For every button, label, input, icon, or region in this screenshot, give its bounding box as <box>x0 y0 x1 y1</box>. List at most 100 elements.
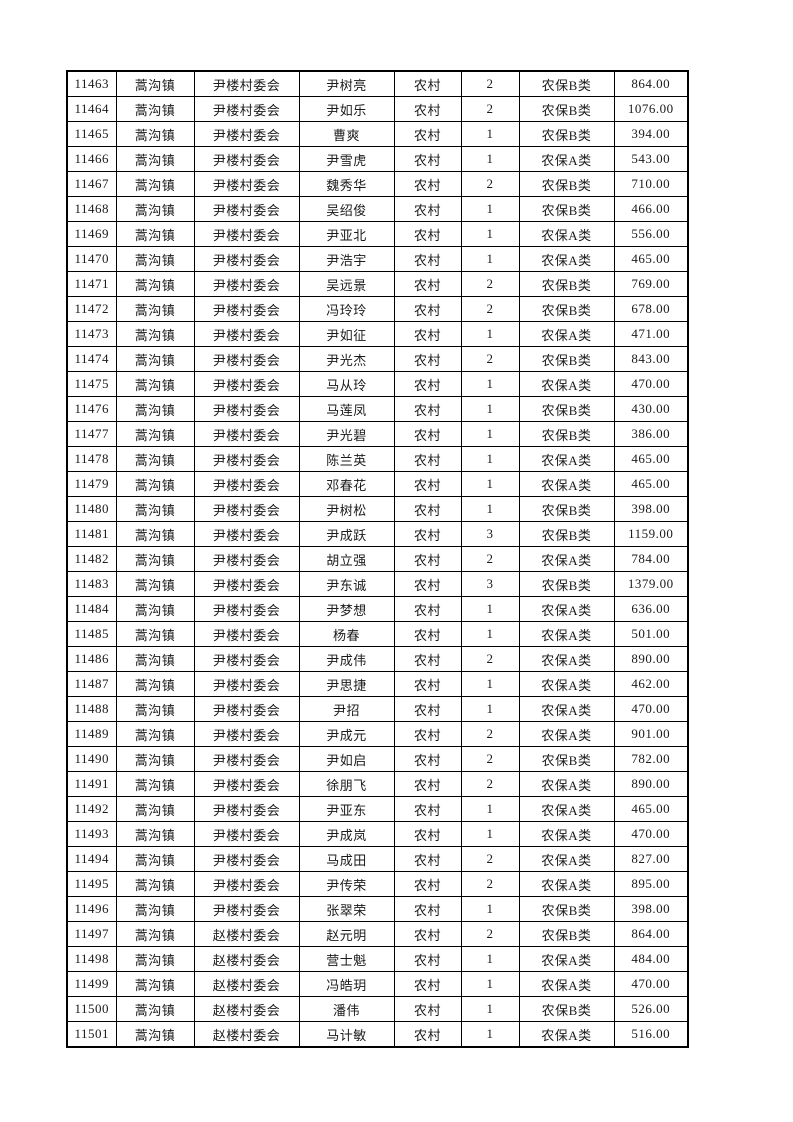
cell-insurance-category: 农保A类 <box>518 246 615 272</box>
cell-person-name: 尹光杰 <box>298 346 395 372</box>
table-row: 11482 蒿沟镇 尹楼村委会 胡立强 农村 2 农保A类 784.00 <box>66 546 689 572</box>
cell-amount: 398.00 <box>613 496 689 522</box>
cell-member-count: 1 <box>460 146 520 172</box>
cell-member-count: 1 <box>460 221 520 247</box>
table-row: 11479 蒿沟镇 尹楼村委会 邓春花 农村 1 农保A类 465.00 <box>66 471 689 497</box>
cell-serial-number: 11494 <box>66 846 117 872</box>
cell-amount: 462.00 <box>613 671 689 697</box>
cell-serial-number: 11466 <box>66 146 117 172</box>
cell-insurance-category: 农保B类 <box>518 396 615 422</box>
cell-person-name: 赵元明 <box>298 921 395 947</box>
cell-insurance-category: 农保A类 <box>518 621 615 647</box>
cell-town: 蒿沟镇 <box>115 171 195 197</box>
cell-serial-number: 11478 <box>66 446 117 472</box>
cell-member-count: 1 <box>460 421 520 447</box>
table-row: 11494 蒿沟镇 尹楼村委会 马成田 农村 2 农保A类 827.00 <box>66 846 689 872</box>
table-row: 11469 蒿沟镇 尹楼村委会 尹亚北 农村 1 农保A类 556.00 <box>66 221 689 247</box>
cell-person-name: 尹成跃 <box>298 521 395 547</box>
cell-village-committee: 尹楼村委会 <box>193 596 300 622</box>
cell-town: 蒿沟镇 <box>115 121 195 147</box>
cell-insurance-category: 农保A类 <box>518 371 615 397</box>
cell-person-name: 尹浩宇 <box>298 246 395 272</box>
cell-amount: 465.00 <box>613 446 689 472</box>
cell-residence-type: 农村 <box>393 896 462 922</box>
table-row: 11495 蒿沟镇 尹楼村委会 尹传荣 农村 2 农保A类 895.00 <box>66 871 689 897</box>
cell-village-committee: 尹楼村委会 <box>193 96 300 122</box>
cell-residence-type: 农村 <box>393 421 462 447</box>
cell-town: 蒿沟镇 <box>115 70 195 97</box>
cell-residence-type: 农村 <box>393 396 462 422</box>
cell-town: 蒿沟镇 <box>115 396 195 422</box>
table-row: 11472 蒿沟镇 尹楼村委会 冯玲玲 农村 2 农保B类 678.00 <box>66 296 689 322</box>
cell-town: 蒿沟镇 <box>115 96 195 122</box>
cell-member-count: 2 <box>460 546 520 572</box>
table-row: 11489 蒿沟镇 尹楼村委会 尹成元 农村 2 农保A类 901.00 <box>66 721 689 747</box>
cell-person-name: 尹成岚 <box>298 821 395 847</box>
cell-village-committee: 尹楼村委会 <box>193 621 300 647</box>
cell-town: 蒿沟镇 <box>115 346 195 372</box>
cell-residence-type: 农村 <box>393 571 462 597</box>
cell-residence-type: 农村 <box>393 646 462 672</box>
cell-insurance-category: 农保A类 <box>518 546 615 572</box>
cell-serial-number: 11467 <box>66 171 117 197</box>
cell-village-committee: 尹楼村委会 <box>193 346 300 372</box>
cell-member-count: 2 <box>460 921 520 947</box>
cell-serial-number: 11475 <box>66 371 117 397</box>
cell-member-count: 1 <box>460 671 520 697</box>
cell-residence-type: 农村 <box>393 546 462 572</box>
cell-amount: 398.00 <box>613 896 689 922</box>
cell-insurance-category: 农保B类 <box>518 171 615 197</box>
cell-residence-type: 农村 <box>393 171 462 197</box>
cell-member-count: 2 <box>460 70 520 97</box>
cell-town: 蒿沟镇 <box>115 896 195 922</box>
cell-insurance-category: 农保A类 <box>518 596 615 622</box>
cell-serial-number: 11473 <box>66 321 117 347</box>
cell-town: 蒿沟镇 <box>115 996 195 1022</box>
cell-village-committee: 赵楼村委会 <box>193 946 300 972</box>
cell-member-count: 1 <box>460 1021 520 1048</box>
cell-member-count: 2 <box>460 171 520 197</box>
cell-village-committee: 尹楼村委会 <box>193 646 300 672</box>
cell-member-count: 1 <box>460 896 520 922</box>
cell-person-name: 潘伟 <box>298 996 395 1022</box>
cell-person-name: 尹雪虎 <box>298 146 395 172</box>
cell-member-count: 1 <box>460 371 520 397</box>
cell-village-committee: 尹楼村委会 <box>193 771 300 797</box>
cell-town: 蒿沟镇 <box>115 646 195 672</box>
cell-town: 蒿沟镇 <box>115 471 195 497</box>
cell-member-count: 1 <box>460 621 520 647</box>
cell-amount: 386.00 <box>613 421 689 447</box>
cell-town: 蒿沟镇 <box>115 571 195 597</box>
table-row: 11481 蒿沟镇 尹楼村委会 尹成跃 农村 3 农保B类 1159.00 <box>66 521 689 547</box>
cell-serial-number: 11495 <box>66 871 117 897</box>
cell-village-committee: 赵楼村委会 <box>193 996 300 1022</box>
cell-serial-number: 11499 <box>66 971 117 997</box>
table-row: 11493 蒿沟镇 尹楼村委会 尹成岚 农村 1 农保A类 470.00 <box>66 821 689 847</box>
cell-amount: 465.00 <box>613 246 689 272</box>
cell-member-count: 3 <box>460 571 520 597</box>
cell-residence-type: 农村 <box>393 446 462 472</box>
table-row: 11491 蒿沟镇 尹楼村委会 徐朋飞 农村 2 农保A类 890.00 <box>66 771 689 797</box>
cell-residence-type: 农村 <box>393 621 462 647</box>
cell-town: 蒿沟镇 <box>115 821 195 847</box>
cell-insurance-category: 农保A类 <box>518 696 615 722</box>
cell-town: 蒿沟镇 <box>115 321 195 347</box>
cell-person-name: 邓春花 <box>298 471 395 497</box>
cell-person-name: 马计敏 <box>298 1021 395 1048</box>
cell-village-committee: 尹楼村委会 <box>193 446 300 472</box>
cell-amount: 465.00 <box>613 471 689 497</box>
cell-town: 蒿沟镇 <box>115 221 195 247</box>
cell-residence-type: 农村 <box>393 271 462 297</box>
cell-town: 蒿沟镇 <box>115 946 195 972</box>
cell-village-committee: 尹楼村委会 <box>193 421 300 447</box>
cell-amount: 769.00 <box>613 271 689 297</box>
cell-village-committee: 尹楼村委会 <box>193 496 300 522</box>
cell-town: 蒿沟镇 <box>115 671 195 697</box>
cell-person-name: 冯玲玲 <box>298 296 395 322</box>
cell-person-name: 尹如征 <box>298 321 395 347</box>
cell-residence-type: 农村 <box>393 471 462 497</box>
table-row: 11468 蒿沟镇 尹楼村委会 吴绍俊 农村 1 农保B类 466.00 <box>66 196 689 222</box>
cell-serial-number: 11489 <box>66 721 117 747</box>
cell-person-name: 营士魁 <box>298 946 395 972</box>
